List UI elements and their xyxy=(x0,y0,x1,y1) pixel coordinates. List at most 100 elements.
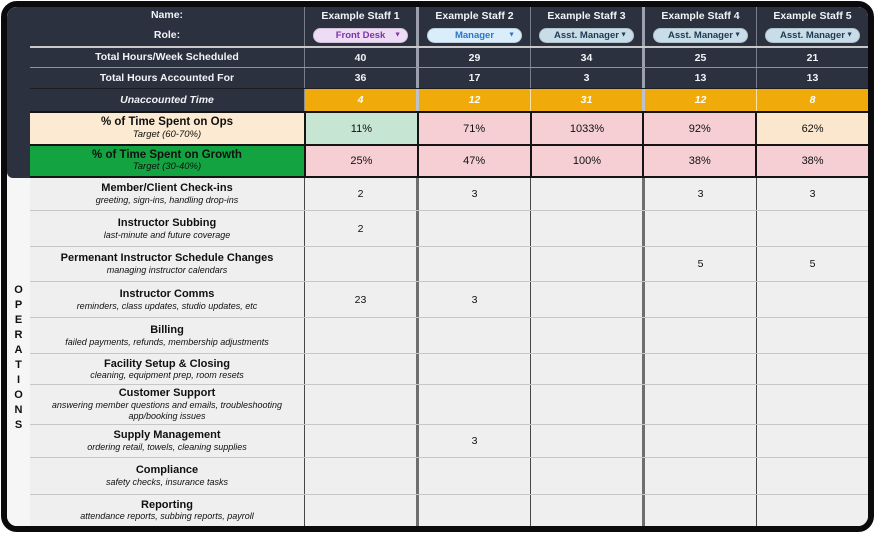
task-8-cell-staff-4[interactable] xyxy=(642,425,756,457)
ops-percent-cell-staff-5[interactable]: 62% xyxy=(755,113,868,144)
task-3-cell-staff-3[interactable] xyxy=(530,247,642,281)
unaccounted-time-cell-staff-3[interactable]: 31 xyxy=(530,89,642,111)
growth-percent-cell-staff-3[interactable]: 100% xyxy=(530,146,643,176)
operations-section-label: OPERATIONS xyxy=(14,283,23,433)
task-10-cell-staff-1[interactable] xyxy=(304,495,416,526)
section-letter: N xyxy=(15,403,23,418)
task-1-cell-staff-2[interactable]: 3 xyxy=(416,178,530,210)
staff-name-1: Example Staff 1 xyxy=(304,7,416,24)
ops-percent-cell-staff-3[interactable]: 1033% xyxy=(530,113,643,144)
unaccounted-time-cell-staff-4[interactable]: 12 xyxy=(642,89,756,111)
unaccounted-time-cell-staff-2[interactable]: 12 xyxy=(416,89,530,111)
task-4-cell-staff-5[interactable] xyxy=(756,282,868,317)
task-5-cell-staff-4[interactable] xyxy=(642,318,756,353)
task-1-cell-staff-4[interactable]: 3 xyxy=(642,178,756,210)
task-7-cell-staff-5[interactable] xyxy=(756,385,868,423)
task-3-cell-staff-5[interactable]: 5 xyxy=(756,247,868,281)
scheduled-hours-cell-staff-5[interactable]: 21 xyxy=(756,48,868,67)
section-letter: A xyxy=(15,343,23,358)
task-title: Compliance xyxy=(136,464,198,477)
ops-percent-cell-staff-4[interactable]: 92% xyxy=(642,113,755,144)
task-2-cell-staff-2[interactable] xyxy=(416,211,530,246)
scheduled-hours-cell-staff-1[interactable]: 40 xyxy=(304,48,416,67)
task-4-cell-staff-2[interactable]: 3 xyxy=(416,282,530,317)
task-description: failed payments, refunds, membership adj… xyxy=(65,337,269,348)
task-6-cell-staff-2[interactable] xyxy=(416,354,530,384)
role-dropdown-value: Asst. Manager xyxy=(554,30,619,41)
task-9-cell-staff-5[interactable] xyxy=(756,458,868,494)
growth-percent-cell-staff-1[interactable]: 25% xyxy=(304,146,417,176)
task-5-cell-staff-3[interactable] xyxy=(530,318,642,353)
task-10-cell-staff-4[interactable] xyxy=(642,495,756,526)
role-dropdown-staff-1[interactable]: Front Desk▼ xyxy=(313,28,408,43)
growth-percent-target: Target (30-40%) xyxy=(133,162,201,173)
ops-percent-cell-staff-1[interactable]: 11% xyxy=(304,113,417,144)
unaccounted-time-cell-staff-1[interactable]: 4 xyxy=(304,89,416,111)
task-3-cell-staff-4[interactable]: 5 xyxy=(642,247,756,281)
chevron-down-icon: ▼ xyxy=(394,32,401,39)
role-dropdown-staff-4[interactable]: Asst. Manager▼ xyxy=(653,28,748,43)
accounted-hours-cell-staff-1[interactable]: 36 xyxy=(304,68,416,88)
task-9-cell-staff-3[interactable] xyxy=(530,458,642,494)
role-dropdown-staff-3[interactable]: Asst. Manager▼ xyxy=(539,28,634,43)
unaccounted-time-cell-staff-5[interactable]: 8 xyxy=(756,89,868,111)
accounted-hours-cell-staff-4[interactable]: 13 xyxy=(642,68,756,88)
accounted-hours-cell-staff-5[interactable]: 13 xyxy=(756,68,868,88)
task-1-cell-staff-1[interactable]: 2 xyxy=(304,178,416,210)
accounted-hours-cell-staff-3[interactable]: 3 xyxy=(530,68,642,88)
task-8-cell-staff-2[interactable]: 3 xyxy=(416,425,530,457)
task-9-cell-staff-2[interactable] xyxy=(416,458,530,494)
task-7-cell-staff-3[interactable] xyxy=(530,385,642,423)
ops-percent-title: % of Time Spent on Ops xyxy=(101,116,233,129)
task-9-cell-staff-1[interactable] xyxy=(304,458,416,494)
task-6-cell-staff-5[interactable] xyxy=(756,354,868,384)
task-2-cell-staff-1[interactable]: 2 xyxy=(304,211,416,246)
gutter-section-block: OPERATIONS xyxy=(7,178,30,526)
task-6-cell-staff-1[interactable] xyxy=(304,354,416,384)
task-2-cell-staff-3[interactable] xyxy=(530,211,642,246)
task-label: Billingfailed payments, refunds, members… xyxy=(30,318,304,353)
task-4-cell-staff-1[interactable]: 23 xyxy=(304,282,416,317)
task-8-cell-staff-3[interactable] xyxy=(530,425,642,457)
task-4-cell-staff-3[interactable] xyxy=(530,282,642,317)
task-title: Instructor Comms xyxy=(120,288,215,301)
task-6-cell-staff-4[interactable] xyxy=(642,354,756,384)
task-5-cell-staff-2[interactable] xyxy=(416,318,530,353)
task-7-cell-staff-4[interactable] xyxy=(642,385,756,423)
section-letter: S xyxy=(15,418,22,433)
task-title: Instructor Subbing xyxy=(118,217,216,230)
task-1-cell-staff-5[interactable]: 3 xyxy=(756,178,868,210)
task-10-cell-staff-5[interactable] xyxy=(756,495,868,526)
task-5-cell-staff-5[interactable] xyxy=(756,318,868,353)
task-4-cell-staff-4[interactable] xyxy=(642,282,756,317)
task-1-cell-staff-3[interactable] xyxy=(530,178,642,210)
role-dropdown-staff-5[interactable]: Asst. Manager▼ xyxy=(765,28,860,43)
task-5-cell-staff-1[interactable] xyxy=(304,318,416,353)
task-2-cell-staff-4[interactable] xyxy=(642,211,756,246)
scheduled-hours-cell-staff-4[interactable]: 25 xyxy=(642,48,756,67)
task-description: cleaning, equipment prep, room resets xyxy=(90,370,244,381)
task-6-cell-staff-3[interactable] xyxy=(530,354,642,384)
accounted-hours-cell-staff-2[interactable]: 17 xyxy=(416,68,530,88)
task-7-cell-staff-1[interactable] xyxy=(304,385,416,423)
task-3-cell-staff-2[interactable] xyxy=(416,247,530,281)
ops-percent-cell-staff-2[interactable]: 71% xyxy=(417,113,530,144)
role-dropdown-value: Asst. Manager xyxy=(668,30,733,41)
task-3-cell-staff-1[interactable] xyxy=(304,247,416,281)
task-10-cell-staff-2[interactable] xyxy=(416,495,530,526)
growth-percent-cell-staff-5[interactable]: 38% xyxy=(755,146,868,176)
growth-percent-cell-staff-2[interactable]: 47% xyxy=(417,146,530,176)
task-7-cell-staff-2[interactable] xyxy=(416,385,530,423)
role-dropdown-staff-2[interactable]: Manager▼ xyxy=(427,28,522,43)
task-9-cell-staff-4[interactable] xyxy=(642,458,756,494)
task-title: Facility Setup & Closing xyxy=(104,358,230,371)
scheduled-hours-cell-staff-2[interactable]: 29 xyxy=(416,48,530,67)
scheduled-hours-cell-staff-3[interactable]: 34 xyxy=(530,48,642,67)
task-2-cell-staff-5[interactable] xyxy=(756,211,868,246)
growth-percent-cell-staff-4[interactable]: 38% xyxy=(642,146,755,176)
task-8-cell-staff-5[interactable] xyxy=(756,425,868,457)
task-8-cell-staff-1[interactable] xyxy=(304,425,416,457)
task-10-cell-staff-3[interactable] xyxy=(530,495,642,526)
task-label: Compliancesafety checks, insurance tasks xyxy=(30,458,304,494)
task-row: Supply Managementordering retail, towels… xyxy=(30,424,868,457)
